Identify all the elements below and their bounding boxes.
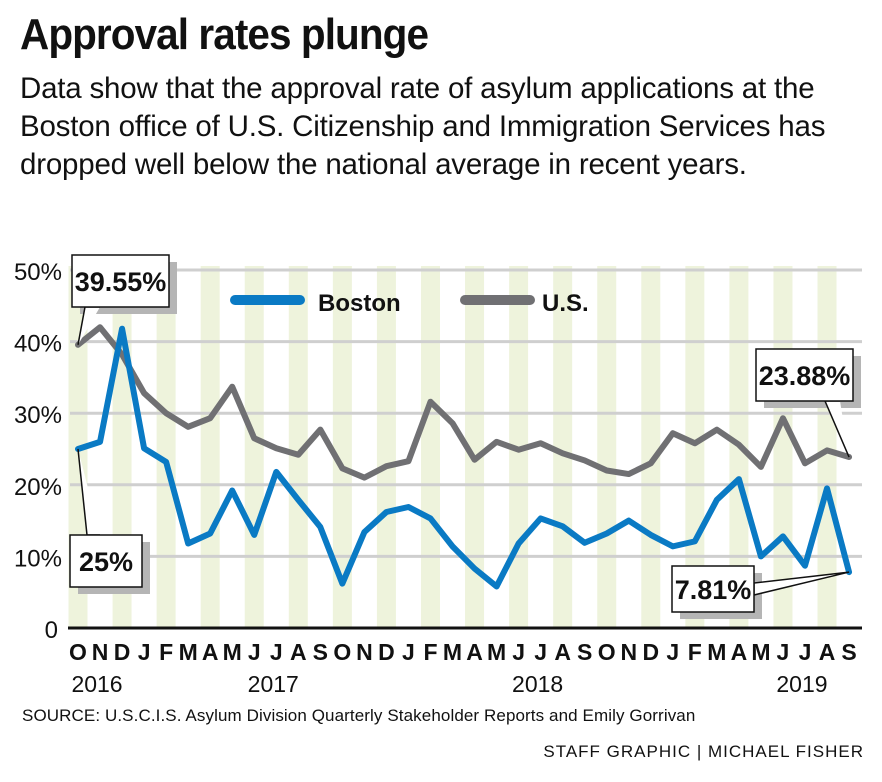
x-tick-label: A (290, 639, 307, 665)
x-tick-label: J (799, 639, 812, 665)
x-tick-label: S (841, 639, 856, 665)
x-tick-label: M (707, 639, 726, 665)
y-tick-label: 50% (14, 259, 62, 286)
month-band (553, 266, 573, 628)
legend: Boston U.S. (230, 290, 589, 317)
x-tick-label: J (270, 639, 283, 665)
x-tick-label: M (443, 639, 462, 665)
year-label: 2018 (512, 671, 563, 697)
month-band (597, 266, 617, 628)
x-tick-label: A (819, 639, 836, 665)
callout-box (755, 348, 854, 402)
x-tick-label: J (138, 639, 151, 665)
x-tick-label: N (92, 639, 109, 665)
month-band (420, 266, 440, 628)
callout-label: 7.81% (675, 575, 752, 605)
y-tick-label: 40% (14, 331, 62, 358)
x-tick-label: D (114, 639, 131, 665)
month-band (376, 266, 396, 628)
x-tick-label: J (534, 639, 547, 665)
callout-label: 39.55% (75, 267, 167, 297)
x-tick-label: F (688, 639, 702, 665)
x-tick-label: M (223, 639, 242, 665)
y-tick-label: 30% (14, 402, 62, 429)
legend-label: Boston (318, 290, 401, 317)
month-band (200, 266, 220, 628)
callout-label: 25% (79, 547, 133, 577)
chart-title: Approval rates plunge (20, 10, 429, 59)
x-tick-label: A (202, 639, 219, 665)
x-tick-label: S (577, 639, 592, 665)
chart-subtitle: Data show that the approval rate of asyl… (20, 72, 826, 181)
series-lines (75, 324, 853, 590)
y-tick-label: 20% (14, 474, 62, 501)
x-tick-label: A (554, 639, 571, 665)
y-tick-label: 10% (14, 545, 62, 572)
callout-box (69, 534, 143, 588)
year-label: 2016 (71, 671, 122, 697)
month-band (332, 266, 352, 628)
x-tick-label: O (598, 639, 616, 665)
y-axis-ticks: 0 10% 20% 30% 40% 50% (14, 259, 62, 644)
year-label: 2019 (776, 671, 827, 697)
annotations: 39.55% 25% 23.88% 7.81% (69, 254, 861, 619)
y-tick-label: 0 (45, 617, 58, 644)
x-tick-label: M (487, 639, 506, 665)
credit: STAFF GRAPHIC | MICHAEL FISHER (543, 742, 864, 761)
x-axis-ticks: O N D J F M A M J J A S O N D J F M A M J J A S O N D J F M A M J J A S2016… (69, 639, 857, 697)
month-band (288, 266, 308, 628)
x-tick-label: J (666, 639, 679, 665)
x-tick-label: J (512, 639, 525, 665)
x-tick-label: A (731, 639, 748, 665)
x-tick-label: N (356, 639, 373, 665)
x-tick-label: F (159, 639, 173, 665)
series-line-boston (75, 325, 853, 590)
x-tick-label: O (69, 639, 87, 665)
x-tick-label: J (777, 639, 790, 665)
month-band (773, 266, 793, 628)
x-tick-label: D (378, 639, 395, 665)
year-label: 2017 (248, 671, 299, 697)
x-tick-label: N (620, 639, 637, 665)
callout-box (671, 565, 755, 613)
x-tick-label: M (179, 639, 198, 665)
legend-label: U.S. (542, 290, 589, 317)
month-band (465, 266, 485, 628)
x-tick-label: F (423, 639, 437, 665)
month-band (156, 266, 176, 628)
x-tick-label: O (333, 639, 351, 665)
x-tick-label: S (313, 639, 328, 665)
x-tick-label: D (642, 639, 659, 665)
callout-box (71, 254, 170, 308)
callout-label: 23.88% (759, 361, 851, 391)
series-line-us (75, 324, 853, 481)
month-band (641, 266, 661, 628)
x-tick-label: M (751, 639, 770, 665)
month-band (244, 266, 264, 628)
x-tick-label: J (402, 639, 415, 665)
source-note: SOURCE: U.S.C.I.S. Asylum Division Quart… (22, 706, 696, 725)
x-tick-label: A (466, 639, 483, 665)
x-tick-label: J (248, 639, 261, 665)
